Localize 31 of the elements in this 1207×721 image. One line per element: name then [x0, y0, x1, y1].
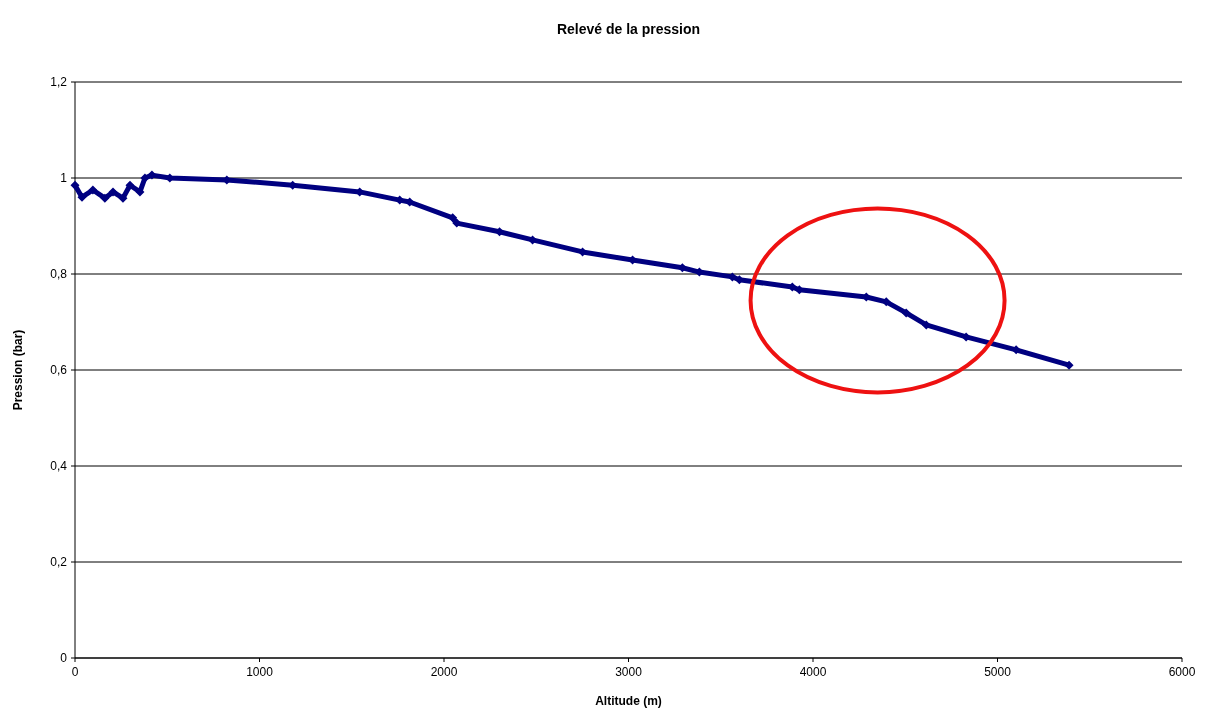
x-tick-label: 1000	[246, 665, 274, 679]
point	[961, 332, 971, 342]
y-tick-label: 0,8	[50, 267, 68, 282]
y-tick-label: 1,2	[50, 75, 68, 90]
y-tick-label: 0,2	[50, 555, 68, 570]
y-tick-label: 0	[60, 651, 68, 666]
chart-title: Relevé de la pression	[556, 21, 701, 37]
x-tick-label: 6000	[1168, 665, 1196, 679]
x-axis-title: Altitude (m)	[595, 694, 662, 708]
point	[125, 180, 135, 190]
point	[1064, 360, 1074, 370]
x-tick-label: 5000	[984, 665, 1012, 679]
point	[118, 193, 128, 203]
point	[448, 213, 458, 223]
point	[901, 308, 911, 318]
point	[147, 170, 157, 180]
point	[88, 185, 98, 195]
x-tick-label: 3000	[615, 665, 643, 679]
point	[100, 193, 110, 203]
point	[70, 180, 80, 190]
y-tick-label: 0,4	[50, 459, 68, 474]
y-axis-title: Pression (bar)	[11, 329, 25, 411]
point	[140, 173, 150, 183]
point	[77, 192, 87, 202]
point	[108, 187, 118, 197]
y-tick-label: 1	[60, 171, 68, 186]
x-tick-label: 4000	[799, 665, 827, 679]
x-tick-label: 2000	[430, 665, 458, 679]
y-tick-label: 0,6	[50, 363, 68, 378]
x-tick-label: 0	[71, 665, 79, 679]
point	[921, 320, 931, 330]
